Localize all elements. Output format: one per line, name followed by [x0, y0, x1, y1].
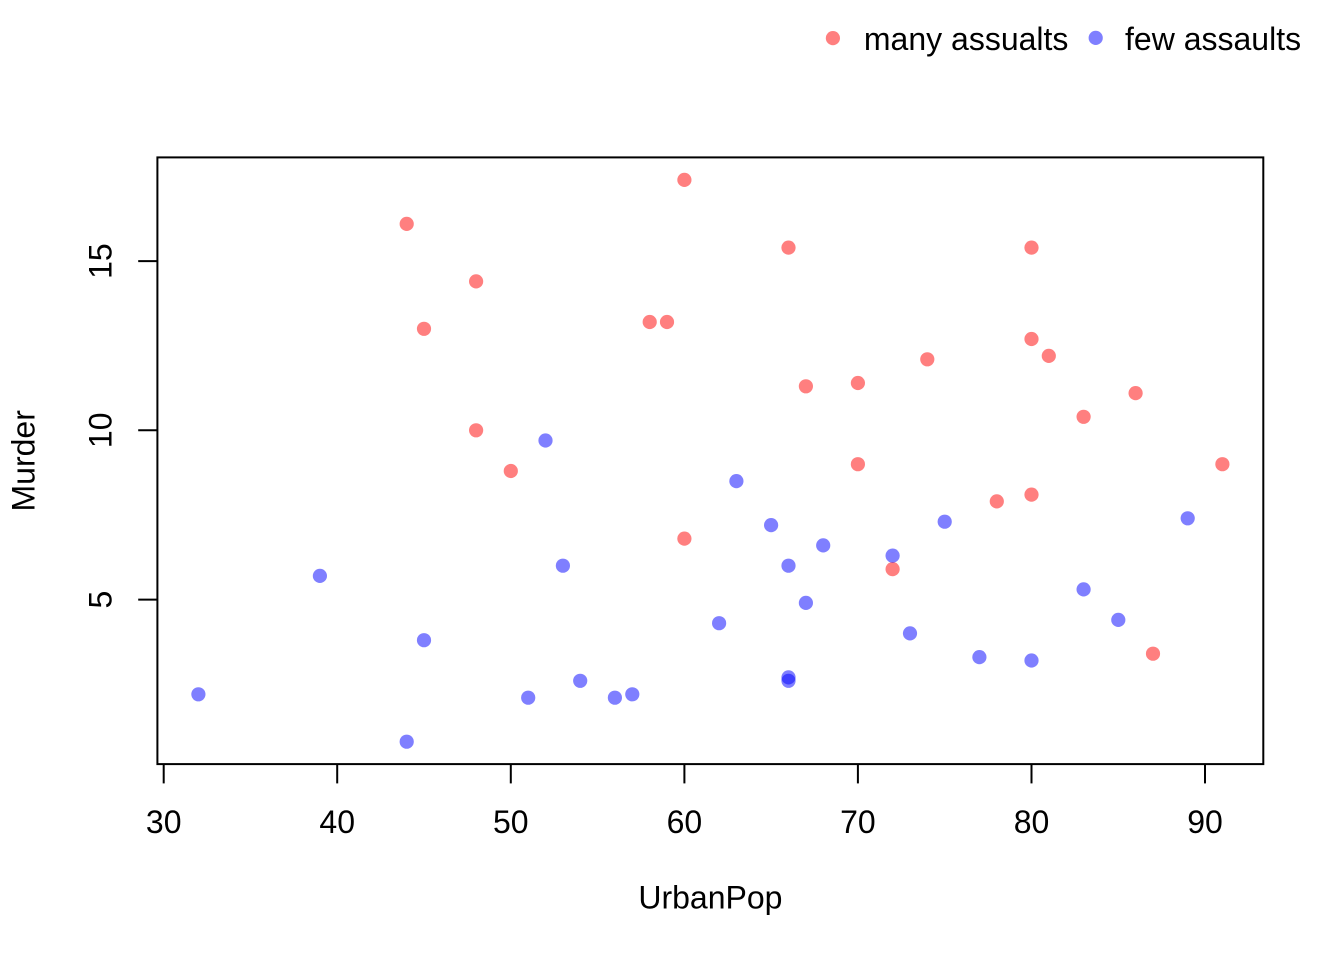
- svg-text:60: 60: [667, 804, 703, 840]
- svg-text:10: 10: [83, 413, 119, 449]
- svg-text:50: 50: [493, 804, 529, 840]
- svg-text:80: 80: [1014, 804, 1050, 840]
- svg-text:40: 40: [319, 804, 355, 840]
- svg-text:Murder: Murder: [5, 410, 41, 512]
- svg-text:15: 15: [83, 243, 119, 279]
- svg-text:90: 90: [1187, 804, 1223, 840]
- svg-text:UrbanPop: UrbanPop: [638, 880, 782, 916]
- svg-text:30: 30: [146, 804, 182, 840]
- svg-text:5: 5: [83, 591, 119, 609]
- svg-text:many assualts: many assualts: [864, 21, 1069, 57]
- svg-text:70: 70: [840, 804, 876, 840]
- svg-text:few assaults: few assaults: [1125, 21, 1301, 57]
